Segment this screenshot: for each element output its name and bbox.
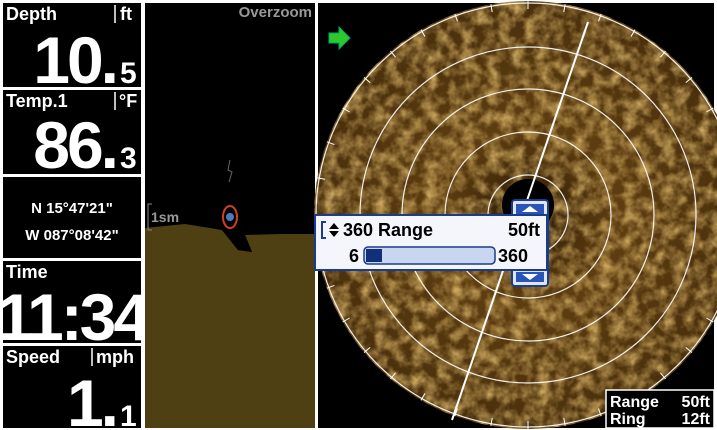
range-value: 50ft [682, 394, 711, 411]
time-label: Time [6, 262, 48, 282]
gps-box [3, 177, 141, 258]
speed-decimal: 1 [120, 400, 137, 430]
map-panel: Overzoom 1sm [145, 3, 315, 428]
temp-unit: °F [119, 91, 137, 111]
range-label: Range [610, 394, 659, 411]
depth-decimal: 5 [120, 57, 137, 90]
temp-value: 86. [33, 108, 116, 182]
slider-max: 360 [498, 246, 528, 266]
data-panel: Depth ft 10. 5 Temp.1 °F 86. 3 N 15°47'2… [0, 3, 150, 430]
map-land [145, 224, 315, 428]
temp-decimal: 3 [120, 142, 137, 175]
ring-label: Ring [610, 411, 646, 428]
time-value: 11:34 [0, 280, 150, 354]
depth-value: 10. [33, 23, 116, 97]
depth-label: Depth [6, 4, 57, 24]
longitude: W 087°08'42" [25, 227, 118, 244]
speed-value: 1. [67, 366, 116, 430]
screen: Depth ft 10. 5 Temp.1 °F 86. 3 N 15°47'2… [0, 0, 717, 430]
speed-unit: mph [96, 347, 134, 367]
popup-value: 50ft [508, 220, 540, 240]
range-info: Range 50ft Ring 12ft [606, 390, 714, 428]
map-mode: Overzoom [239, 4, 312, 21]
depth-unit: ft [120, 4, 132, 24]
latitude: N 15°47'21" [31, 200, 113, 217]
slider-min: 6 [349, 246, 359, 266]
speed-label: Speed [6, 347, 60, 367]
ring-value: 12ft [682, 411, 711, 428]
slider[interactable] [364, 247, 495, 264]
map-scale: 1sm [151, 209, 179, 225]
popup-title: 360 Range [343, 220, 433, 240]
sonar-panel: 360 Range 50ft 6 360 Range 50ft Ring 12f… [314, 0, 717, 430]
